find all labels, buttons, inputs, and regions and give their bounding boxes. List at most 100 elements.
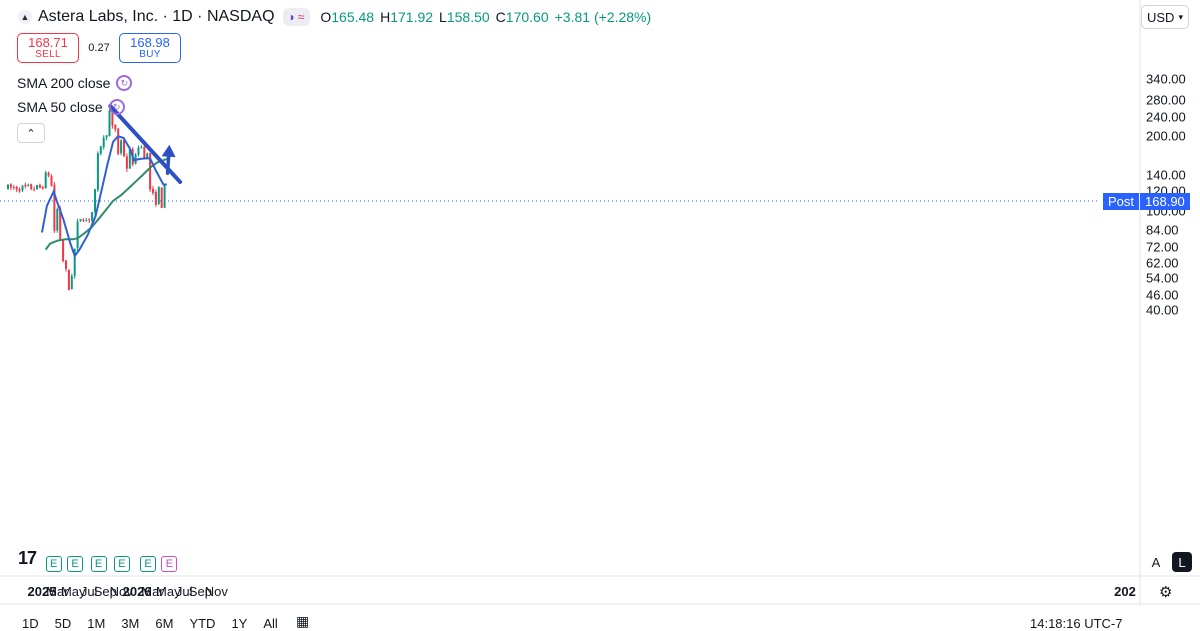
candle-body: [102, 137, 105, 148]
price-tick-label: 200.00: [1146, 128, 1186, 144]
range-6m[interactable]: 6M: [155, 616, 174, 631]
range-1m[interactable]: 1M: [87, 616, 106, 631]
candle-body: [50, 176, 53, 186]
candle-body: [7, 184, 9, 189]
price-tick-label: 46.00: [1146, 287, 1179, 303]
high-value: 171.92: [390, 9, 434, 25]
earnings-marker[interactable]: E: [67, 556, 84, 572]
candle-body: [123, 139, 125, 156]
range-1d[interactable]: 1D: [22, 616, 39, 631]
candle-body: [149, 153, 152, 190]
candle-body: [108, 111, 111, 137]
candle-body: [59, 208, 62, 241]
candle-body: [96, 153, 99, 190]
indicator-label: SMA 50 close: [17, 99, 103, 115]
time-tick-label: 2026: [122, 584, 152, 599]
candle-body: [12, 187, 15, 189]
sma-200-line: [44, 158, 168, 251]
candle-body: [36, 185, 38, 189]
candle-body: [30, 184, 33, 190]
chevron-down-icon: ▾: [1178, 11, 1183, 22]
tradingview-logo[interactable]: 17: [18, 548, 37, 568]
candle-body: [117, 128, 120, 154]
indicator-sma-50[interactable]: SMA 50 close ↻: [17, 99, 125, 115]
auto-scale-button[interactable]: A: [1151, 554, 1161, 570]
candle-body: [38, 184, 41, 188]
range-ytd[interactable]: YTD: [189, 616, 216, 631]
candle-body: [91, 212, 94, 221]
symbol-logo-icon: ▲: [18, 10, 32, 24]
earnings-marker[interactable]: E: [113, 556, 130, 572]
earnings-marker[interactable]: E: [140, 556, 157, 572]
candle-body: [163, 185, 166, 208]
earnings-marker[interactable]: E: [161, 556, 178, 572]
range-all[interactable]: All: [263, 616, 278, 631]
candle-body: [44, 172, 47, 189]
range-3m[interactable]: 3M: [121, 616, 140, 631]
sell-button[interactable]: 168.71 SELL: [17, 33, 79, 63]
earnings-marker[interactable]: E: [45, 556, 62, 572]
candle-body: [82, 220, 85, 222]
indicator-label: SMA 200 close: [17, 75, 111, 91]
candle-body: [160, 187, 163, 208]
indicator-sma-200[interactable]: SMA 200 close ↻: [17, 75, 133, 91]
price-tick-label: 72.00: [1146, 239, 1179, 255]
loading-icon: ↻: [108, 99, 125, 115]
price-tick-label: 40.00: [1146, 302, 1179, 318]
candle-body: [15, 186, 18, 190]
candle-body: [154, 191, 157, 205]
time-tick-label: Mar: [46, 584, 69, 599]
price-tick-label: 54.00: [1146, 270, 1179, 286]
earnings-marker[interactable]: E: [90, 556, 107, 572]
candle-body: [70, 275, 73, 289]
price-tick-label: 84.00: [1146, 222, 1179, 238]
candle-body: [85, 220, 88, 222]
calendar-icon[interactable]: ▦: [296, 613, 310, 629]
candle-body: [41, 186, 44, 189]
candle-body: [143, 146, 146, 158]
time-tick-label: Nov: [204, 584, 228, 599]
low-value: 158.50: [446, 9, 490, 25]
loading-icon: ↻: [116, 75, 133, 91]
candle-body: [9, 184, 12, 188]
ohlc-readout: O165.48 H171.92 L158.50 C170.60 +3.81 (+…: [320, 9, 652, 25]
log-scale-button[interactable]: L: [1172, 552, 1192, 572]
close-value: 170.60: [505, 9, 549, 25]
post-market-badge: Post 168.90: [1103, 193, 1190, 210]
arrow-shaft: [165, 154, 171, 176]
time-tick-label: Jul: [175, 584, 193, 599]
candle-body: [53, 184, 56, 231]
candle-body: [157, 186, 160, 205]
collapse-legend-button[interactable]: ⌃: [17, 123, 45, 143]
range-bar: 1D 5D 1M 3M 6M YTD 1Y All: [22, 616, 278, 631]
candle-body: [152, 188, 154, 193]
range-5d[interactable]: 5D: [54, 616, 72, 631]
chevron-up-icon: ⌃: [26, 127, 36, 140]
change-value: +3.81 (+2.28%): [554, 9, 652, 25]
candle-body: [146, 153, 149, 159]
moon-icon: ◗: [288, 10, 296, 24]
breakout-arrow: [161, 144, 176, 176]
candle-body: [120, 140, 123, 154]
candles: [7, 107, 166, 291]
gear-icon[interactable]: ⚙: [1159, 584, 1173, 601]
trade-panel: 168.71 SELL 0.27 168.98 BUY: [17, 33, 181, 63]
symbol-title[interactable]: Astera Labs, Inc. · 1D · NASDAQ: [38, 8, 275, 25]
candle-body: [76, 221, 79, 249]
session-toggle[interactable]: ◗ ≈: [282, 8, 311, 26]
candle-body: [18, 189, 21, 192]
time-tick-label: Mar: [141, 584, 164, 599]
candle-body: [114, 124, 117, 130]
time-tick-label: May: [60, 584, 86, 599]
symbol-header: ▲ Astera Labs, Inc. · 1D · NASDAQ ◗ ≈ O1…: [18, 6, 651, 28]
candle-body: [137, 147, 140, 155]
buy-button[interactable]: 168.98 BUY: [119, 33, 181, 63]
candle-body: [94, 189, 96, 212]
time-tick-label: Sep: [188, 584, 212, 599]
currency-select[interactable]: USD ▾: [1141, 5, 1189, 29]
range-1y[interactable]: 1Y: [231, 616, 248, 631]
candle-body: [105, 135, 108, 138]
candle-body: [111, 110, 114, 126]
candle-body: [128, 149, 131, 169]
